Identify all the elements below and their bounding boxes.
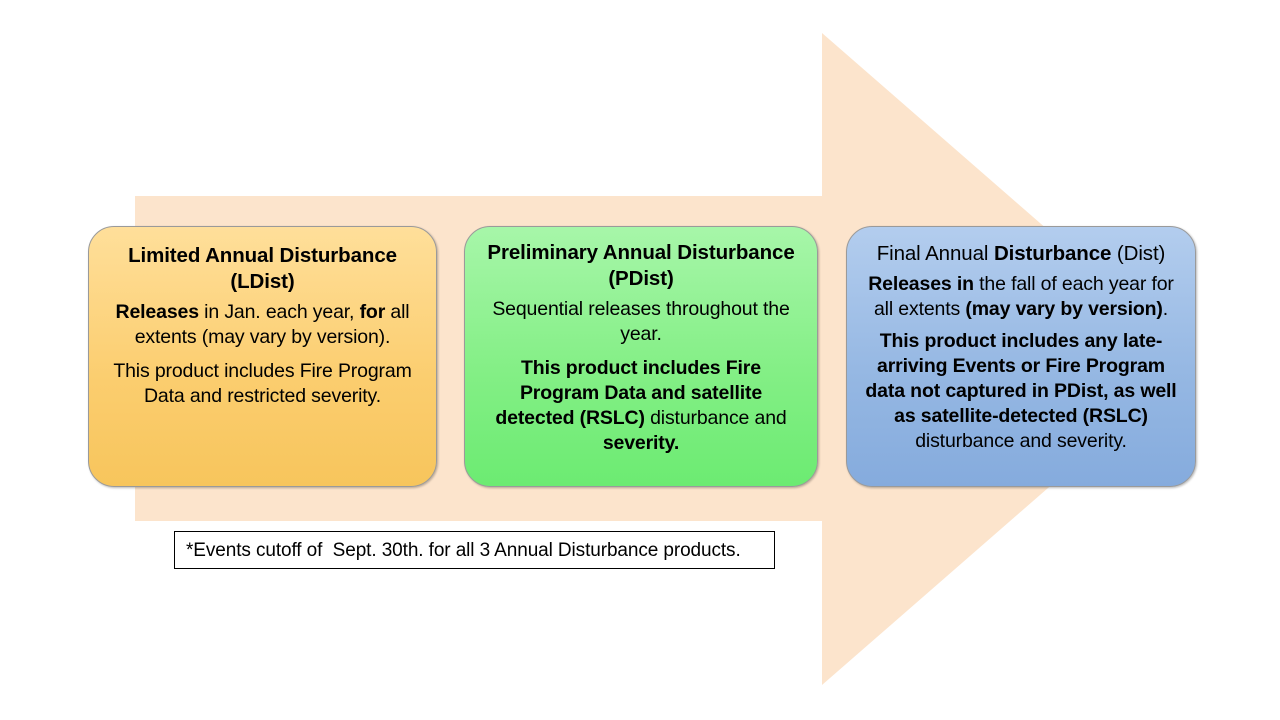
stage-title-pdist: Preliminary Annual Disturbance (PDist)	[487, 240, 794, 292]
stage-pdist-paragraph-2: This product includes Fire Program Data …	[479, 356, 803, 456]
dist-title-seg3: (Dist)	[1116, 242, 1166, 265]
pdist-p1-seg1: Sequential releases throughout the year.	[492, 298, 790, 345]
stage-card-ldist[interactable]: Limited Annual Disturbance (LDist) Relea…	[88, 226, 437, 487]
stage-ldist-paragraph-2: This product includes Fire Program Data …	[103, 359, 422, 409]
dist-p2-seg2: disturbance and severity.	[915, 430, 1127, 452]
dist-title-seg1: Final Annual	[876, 242, 994, 265]
stage-ldist-paragraph-1: Releases in Jan. each year, for all exte…	[103, 300, 422, 350]
stage-card-dist[interactable]: Final Annual Disturbance (Dist) Releases…	[846, 226, 1196, 487]
dist-p1-seg1: Releases in	[868, 273, 974, 295]
pdist-p2-seg3: severity.	[602, 432, 680, 454]
stage-title-ldist: Limited Annual Disturbance (LDist)	[128, 243, 397, 295]
dist-p1-seg4: .	[1162, 298, 1169, 320]
stage-title-ldist-line1: Limited Annual Disturbance	[128, 244, 397, 267]
ldist-p1-seg2: in Jan. each year,	[198, 301, 360, 323]
footnote-box: *Events cutoff of Sept. 30th. for all 3 …	[174, 531, 775, 569]
dist-p1-seg3: (may vary by version)	[965, 298, 1163, 320]
dist-title-seg2: Disturbance	[993, 242, 1117, 265]
ldist-p1-seg1: Releases	[115, 301, 200, 323]
stage-card-pdist[interactable]: Preliminary Annual Disturbance (PDist) S…	[464, 226, 818, 487]
ldist-p2-seg1: This product includes Fire Program Data …	[113, 360, 412, 407]
stage-title-pdist-line1: Preliminary Annual Disturbance	[487, 241, 795, 264]
footnote-text: *Events cutoff of Sept. 30th. for all 3 …	[186, 539, 741, 561]
dist-p1-seg2: the fall of each year for all extents	[873, 273, 1174, 320]
stage-dist-paragraph-2: This product includes any late-arriving …	[861, 329, 1181, 454]
dist-p2-seg1: This product includes any late-arriving …	[865, 330, 1177, 427]
stage-pdist-paragraph-1: Sequential releases throughout the year.	[479, 297, 803, 347]
stage-title-ldist-line2: (LDist)	[230, 270, 295, 293]
ldist-p1-seg3: for	[359, 301, 386, 323]
pdist-p2-seg2: disturbance and	[644, 407, 787, 429]
stage-title-dist: Final Annual Disturbance (Dist)	[877, 241, 1166, 267]
stage-title-pdist-line2: (PDist)	[608, 267, 674, 290]
pdist-p2-seg1: This product includes Fire Program Data …	[495, 357, 763, 429]
stage-dist-paragraph-1: Releases in the fall of each year for al…	[861, 272, 1181, 322]
ldist-p1-seg4: all extents (may vary by version).	[134, 301, 410, 348]
